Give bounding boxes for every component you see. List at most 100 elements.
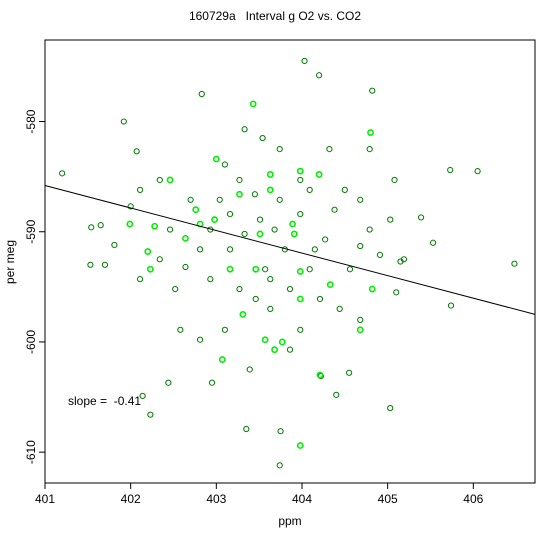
point [316, 371, 324, 379]
point [326, 145, 333, 153]
point [276, 196, 283, 203]
y-tick-label: -580 [24, 109, 38, 133]
point [369, 87, 376, 94]
point [276, 145, 283, 153]
point [357, 242, 364, 250]
point [261, 336, 269, 344]
point [87, 261, 94, 268]
point [297, 326, 304, 333]
point [226, 246, 234, 253]
point [101, 261, 109, 268]
point [366, 145, 373, 153]
point [366, 226, 373, 233]
point [241, 230, 248, 238]
point [267, 305, 274, 312]
point [246, 366, 253, 373]
point [306, 186, 313, 193]
point [88, 224, 95, 231]
x-tick-label: 406 [463, 492, 483, 506]
point [301, 57, 308, 65]
point [367, 129, 374, 136]
point [511, 260, 518, 267]
point [156, 176, 163, 184]
point [196, 246, 204, 253]
point [236, 190, 243, 198]
point [136, 186, 144, 193]
point [221, 326, 228, 333]
point [156, 256, 163, 263]
point [289, 220, 296, 228]
point [387, 216, 394, 223]
point [346, 266, 354, 273]
point [198, 90, 205, 98]
point [256, 230, 264, 238]
point [286, 346, 294, 353]
point [474, 168, 481, 175]
point [296, 295, 304, 303]
point [376, 251, 384, 258]
point [207, 276, 214, 283]
point [267, 276, 274, 283]
point [447, 166, 454, 174]
point [236, 176, 243, 184]
point [311, 246, 318, 253]
point [266, 171, 274, 178]
point [212, 155, 220, 163]
point [126, 220, 134, 228]
x-tick-label: 404 [292, 492, 312, 506]
point [172, 285, 179, 293]
point [315, 171, 323, 178]
point [277, 428, 284, 435]
point [236, 285, 243, 293]
point [326, 281, 334, 289]
annotation: slope = -0.41 [68, 394, 141, 408]
point [286, 285, 294, 293]
y-axis-label: per meg [3, 240, 17, 284]
point [127, 203, 134, 210]
y-tick-label: -590 [24, 219, 38, 243]
x-tick-label: 401 [35, 492, 55, 506]
point [400, 256, 408, 263]
point [192, 206, 200, 214]
point [290, 230, 298, 238]
point [297, 176, 304, 184]
point [59, 170, 66, 177]
point [239, 310, 247, 318]
point [166, 226, 174, 233]
point [357, 196, 364, 203]
point [296, 442, 304, 449]
point [97, 222, 104, 229]
point [216, 196, 223, 203]
point [368, 285, 376, 293]
point [346, 369, 353, 376]
x-tick-label: 402 [121, 492, 141, 506]
point [341, 186, 348, 193]
point [208, 379, 216, 386]
point [252, 265, 260, 273]
point [221, 161, 228, 168]
point [417, 214, 425, 221]
point [316, 72, 323, 79]
point [136, 276, 144, 283]
point [296, 268, 304, 275]
point [147, 411, 154, 418]
point [120, 118, 127, 125]
point [316, 295, 324, 303]
point [271, 346, 278, 354]
x-tick-label: 405 [378, 492, 398, 506]
point [196, 336, 204, 343]
point [391, 176, 398, 184]
point [256, 216, 264, 223]
point [259, 134, 266, 142]
point [146, 265, 154, 273]
x-axis-label: ppm [278, 514, 301, 528]
point [151, 222, 159, 230]
point [322, 236, 329, 243]
point [139, 392, 146, 400]
point [276, 462, 283, 469]
y-tick-label: -600 [24, 330, 38, 354]
point [226, 265, 234, 273]
point [387, 404, 394, 412]
point [182, 234, 189, 242]
